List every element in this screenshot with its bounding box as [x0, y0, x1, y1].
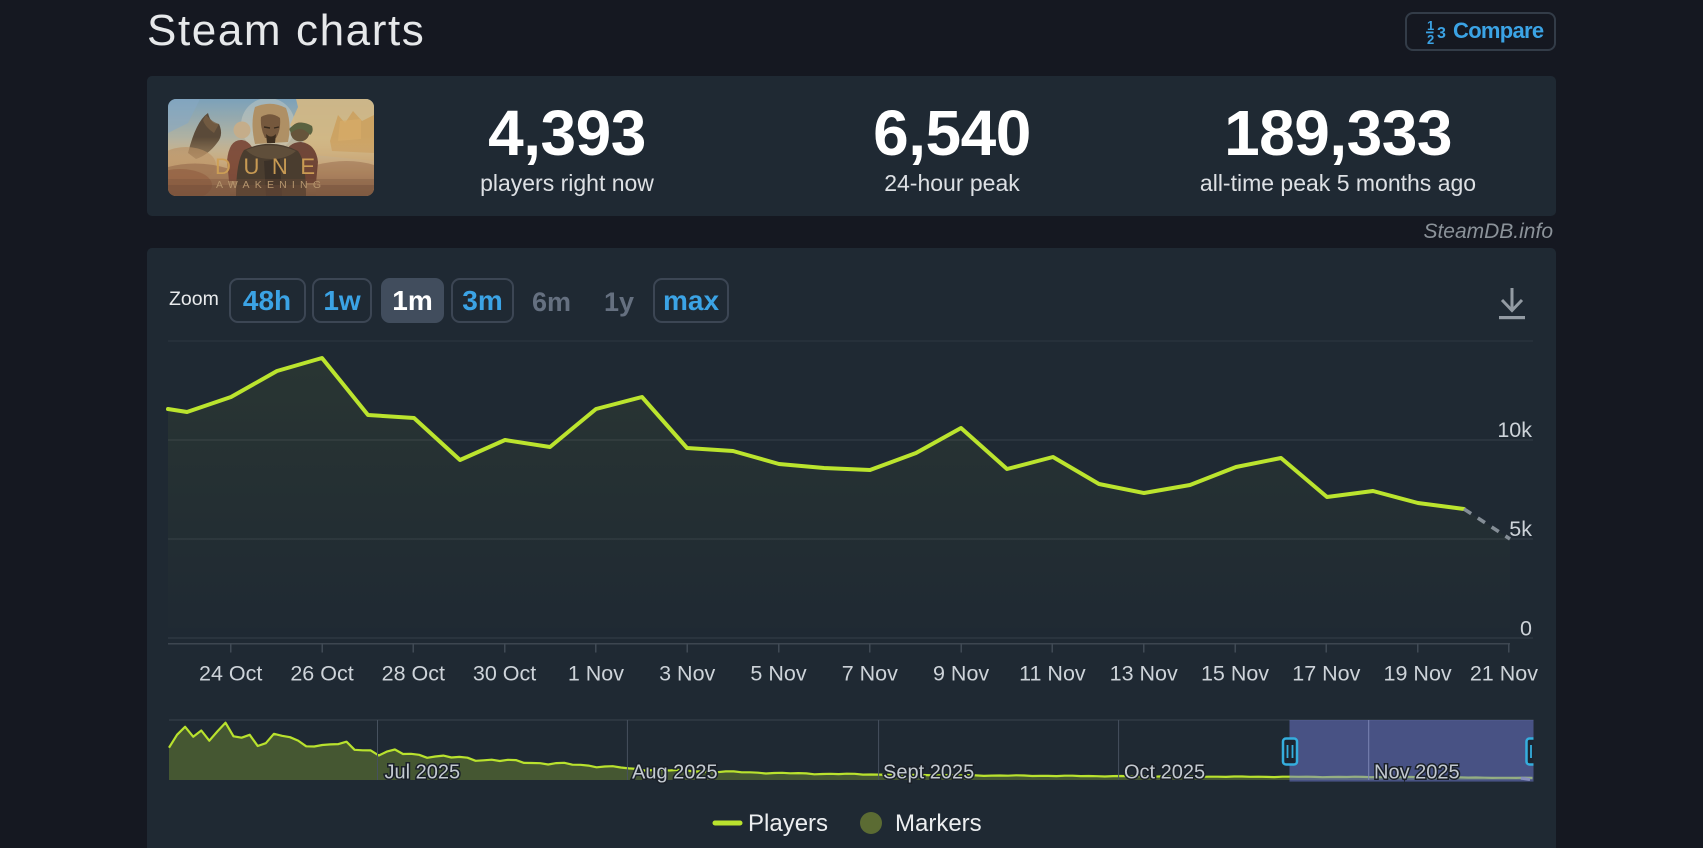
svg-text:10k: 10k [1497, 418, 1532, 442]
svg-text:11 Nov: 11 Nov [1019, 662, 1086, 686]
svg-text:13 Nov: 13 Nov [1110, 662, 1178, 686]
svg-text:17 Nov: 17 Nov [1292, 662, 1360, 686]
svg-text:Jul 2025: Jul 2025 [385, 762, 461, 784]
svg-text:9 Nov: 9 Nov [933, 662, 989, 686]
svg-text:Players: Players [748, 810, 828, 837]
svg-text:30 Oct: 30 Oct [473, 662, 536, 686]
svg-text:28 Oct: 28 Oct [382, 662, 445, 686]
svg-text:26 Oct: 26 Oct [290, 662, 353, 686]
svg-text:0: 0 [1520, 617, 1532, 641]
svg-text:24 Oct: 24 Oct [199, 662, 262, 686]
svg-text:DUNE: DUNE [215, 154, 329, 179]
svg-text:21 Nov: 21 Nov [1470, 662, 1538, 686]
svg-text:5k: 5k [1509, 517, 1532, 541]
svg-text:15 Nov: 15 Nov [1201, 662, 1269, 686]
svg-text:3: 3 [1437, 25, 1446, 42]
svg-text:Aug 2025: Aug 2025 [632, 762, 718, 784]
svg-text:Markers: Markers [895, 810, 982, 837]
svg-text:1: 1 [1427, 19, 1434, 33]
svg-text:AWAKENING: AWAKENING [216, 179, 326, 191]
svg-text:2: 2 [1427, 32, 1434, 45]
svg-text:19 Nov: 19 Nov [1384, 662, 1452, 686]
svg-text:Oct 2025: Oct 2025 [1124, 762, 1205, 784]
svg-text:7 Nov: 7 Nov [842, 662, 898, 686]
svg-text:3 Nov: 3 Nov [659, 662, 715, 686]
svg-text:Sept 2025: Sept 2025 [883, 762, 974, 784]
svg-text:1 Nov: 1 Nov [568, 662, 624, 686]
svg-text:5 Nov: 5 Nov [750, 662, 806, 686]
svg-text:Nov 2025: Nov 2025 [1374, 762, 1460, 784]
